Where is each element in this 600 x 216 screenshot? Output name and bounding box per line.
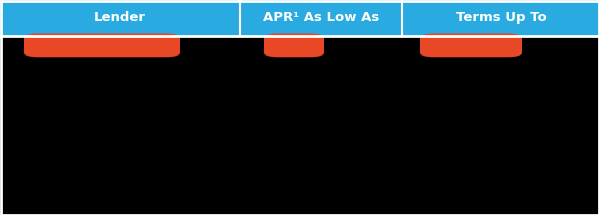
- Text: APR¹ As Low As: APR¹ As Low As: [263, 11, 379, 24]
- Text: Lender: Lender: [94, 11, 146, 24]
- FancyBboxPatch shape: [264, 33, 324, 57]
- Text: Terms Up To: Terms Up To: [455, 11, 547, 24]
- FancyBboxPatch shape: [420, 33, 522, 57]
- FancyBboxPatch shape: [24, 33, 180, 57]
- Bar: [0, 0, 600, 36]
